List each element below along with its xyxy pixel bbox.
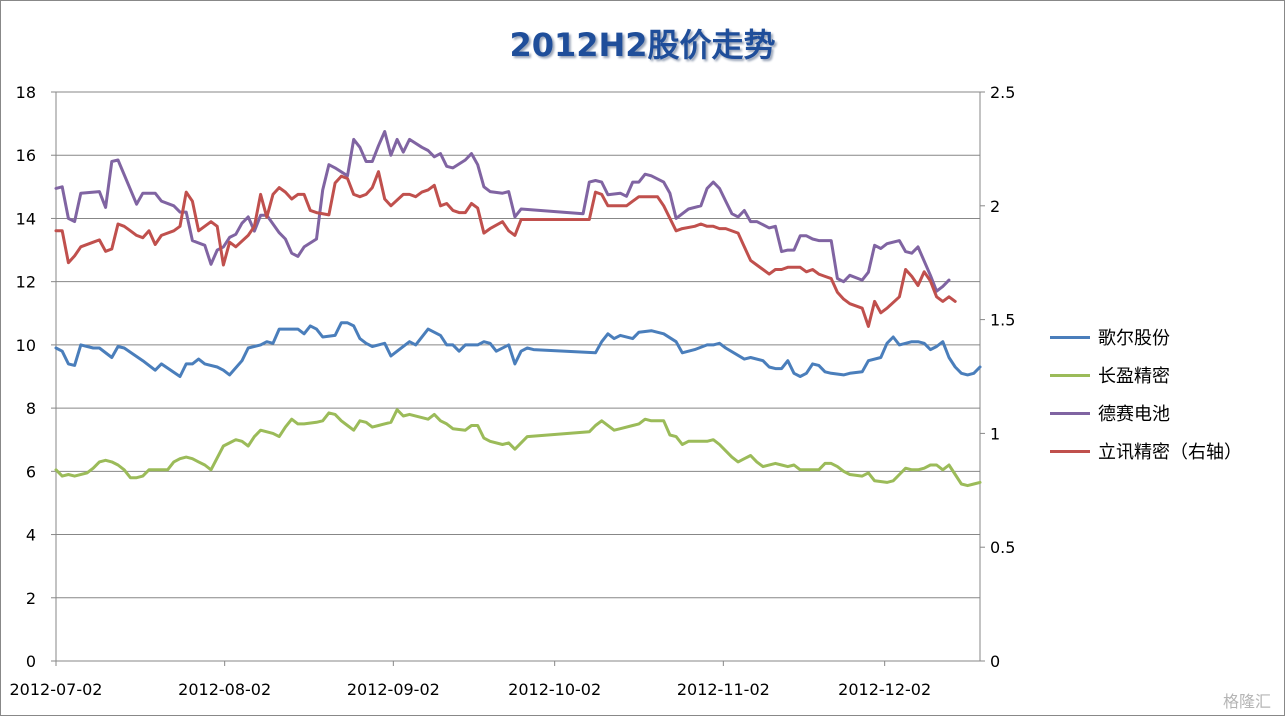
legend-label-3: 立讯精密（右轴） xyxy=(1098,442,1242,463)
legend-swatch-2 xyxy=(1050,411,1090,415)
legend-label-0: 歌尔股份 xyxy=(1098,328,1170,349)
x-tick-label-1: 2012-08-02 xyxy=(178,680,271,699)
series-lines xyxy=(54,130,982,488)
legend-swatch-0 xyxy=(1050,335,1090,339)
left-tick-label-7: 14 xyxy=(16,209,36,228)
left-tick-label-5: 10 xyxy=(16,336,36,355)
series-line-3 xyxy=(54,170,957,328)
right-tick-label-2: 1 xyxy=(990,424,1000,443)
right-tick-label-4: 2 xyxy=(990,197,1000,216)
legend-item-1: 长盈精密 xyxy=(1050,356,1242,394)
chart-title: 2012H2股价走势 xyxy=(509,26,776,64)
legend-label-2: 德赛电池 xyxy=(1098,404,1170,425)
series-line-1 xyxy=(54,408,982,488)
left-tick-label-3: 6 xyxy=(26,462,36,481)
x-tick-label-5: 2012-12-02 xyxy=(838,680,931,699)
legend: 歌尔股份 长盈精密 德赛电池 立讯精密（右轴） xyxy=(1050,318,1242,470)
series-line-2 xyxy=(54,130,951,293)
left-tick-label-4: 8 xyxy=(26,399,36,418)
legend-item-2: 德赛电池 xyxy=(1050,394,1242,432)
watermark: 格隆汇 xyxy=(1222,692,1271,711)
left-tick-label-6: 12 xyxy=(16,273,36,292)
right-tick-label-1: 0.5 xyxy=(990,538,1015,557)
right-tick-label-5: 2.5 xyxy=(990,83,1015,102)
right-tick-label-0: 0 xyxy=(990,652,1000,671)
left-tick-label-9: 18 xyxy=(16,83,36,102)
axes xyxy=(55,92,981,662)
left-tick-label-2: 4 xyxy=(26,526,36,545)
x-tick-label-3: 2012-10-02 xyxy=(508,680,601,699)
right-tick-label-3: 1.5 xyxy=(990,311,1015,330)
left-axis-ticks: 0 2 4 6 8 10 12 14 16 18 xyxy=(16,83,56,671)
legend-item-3: 立讯精密（右轴） xyxy=(1050,432,1242,470)
grid-lines xyxy=(56,91,980,599)
x-tick-label-4: 2012-11-02 xyxy=(677,680,770,699)
x-tick-label-0: 2012-07-02 xyxy=(10,680,103,699)
x-axis-ticks: 2012-07-02 2012-08-02 2012-09-02 2012-10-02… xyxy=(10,661,931,699)
left-tick-label-8: 16 xyxy=(16,146,36,165)
legend-label-1: 长盈精密 xyxy=(1098,366,1170,387)
legend-swatch-3 xyxy=(1050,449,1090,453)
right-axis-ticks: 0 0.5 1 1.5 2 2.5 xyxy=(980,83,1015,671)
x-tick-label-2: 2012-09-02 xyxy=(347,680,440,699)
legend-swatch-1 xyxy=(1050,373,1090,377)
left-tick-label-0: 0 xyxy=(26,652,36,671)
series-line-0 xyxy=(54,321,982,378)
legend-item-0: 歌尔股份 xyxy=(1050,318,1242,356)
left-tick-label-1: 2 xyxy=(26,589,36,608)
